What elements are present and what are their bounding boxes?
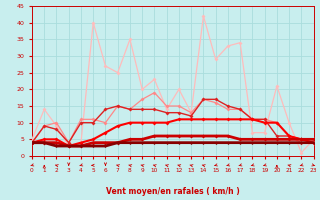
X-axis label: Vent moyen/en rafales ( km/h ): Vent moyen/en rafales ( km/h ) [106,187,240,196]
